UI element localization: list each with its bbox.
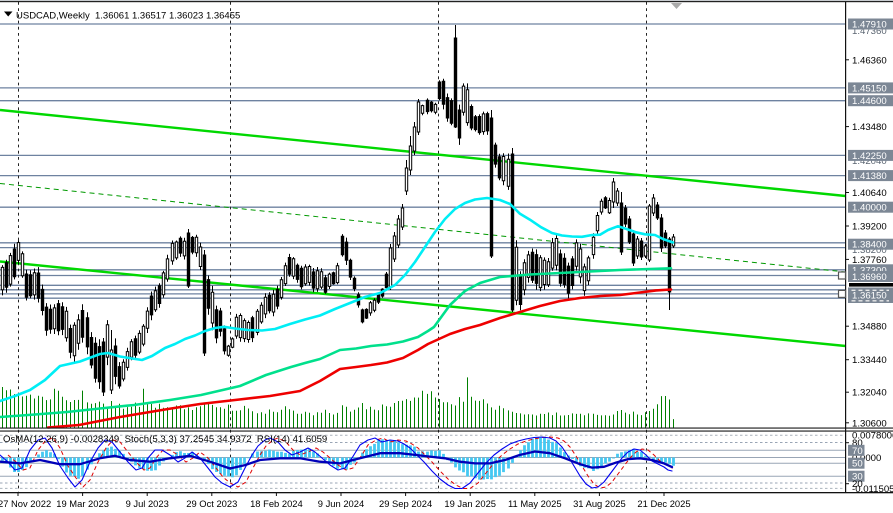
- svg-text:21 Dec 2025: 21 Dec 2025: [637, 498, 690, 509]
- svg-text:1.47910: 1.47910: [852, 20, 887, 31]
- svg-text:1.37760: 1.37760: [852, 255, 887, 266]
- svg-text:1.44600: 1.44600: [852, 96, 887, 107]
- svg-text:1.30600: 1.30600: [852, 418, 887, 429]
- svg-text:1.36960: 1.36960: [852, 272, 887, 283]
- svg-text:19 Mar 2023: 19 Mar 2023: [56, 498, 109, 509]
- svg-text:1.38200: 1.38200: [852, 245, 887, 256]
- svg-text:70: 70: [852, 446, 863, 457]
- svg-text:-0.011505: -0.011505: [852, 484, 893, 495]
- svg-text:1.43480: 1.43480: [852, 122, 887, 133]
- svg-text:11 May 2025: 11 May 2025: [508, 498, 562, 509]
- svg-text:29 Oct 2023: 29 Oct 2023: [186, 498, 237, 509]
- svg-text:1.37300: 1.37300: [852, 265, 887, 276]
- svg-text:18 Feb 2024: 18 Feb 2024: [250, 498, 303, 509]
- svg-text:1.36150: 1.36150: [852, 291, 887, 302]
- svg-text:9 Jul 2023: 9 Jul 2023: [126, 498, 169, 509]
- svg-text:27 Nov 2022: 27 Nov 2022: [0, 498, 51, 509]
- svg-text:31 Aug 2025: 31 Aug 2025: [573, 498, 626, 509]
- svg-text:19 Jan 2025: 19 Jan 2025: [444, 498, 496, 509]
- svg-text:80: 80: [852, 438, 863, 449]
- svg-text:1.33440: 1.33440: [852, 355, 887, 366]
- svg-text:1.40000: 1.40000: [852, 203, 887, 214]
- svg-text:20: 20: [852, 479, 863, 490]
- svg-text:USDCAD,Weekly 1.36061 1.36517: USDCAD,Weekly 1.36061 1.36517 1.36023 1.…: [16, 11, 240, 22]
- svg-text:0.0078006: 0.0078006: [852, 431, 893, 442]
- svg-text:1.45150: 1.45150: [852, 83, 887, 94]
- svg-text:29 Sep 2024: 29 Sep 2024: [379, 498, 432, 509]
- svg-text:50: 50: [852, 459, 863, 470]
- svg-text:1.42040: 1.42040: [852, 156, 887, 167]
- svg-text:1.46360: 1.46360: [852, 55, 887, 66]
- svg-text:30: 30: [852, 472, 863, 483]
- svg-text:1.32040: 1.32040: [852, 388, 887, 399]
- svg-text:1.38400: 1.38400: [852, 240, 887, 251]
- svg-text:1.39200: 1.39200: [852, 222, 887, 233]
- svg-text:1.41380: 1.41380: [852, 171, 887, 182]
- svg-text:OsMA(12,26,9) -0.0028349 Stoc: OsMA(12,26,9) -0.0028349 Stoch(5,3,3) 37…: [3, 434, 327, 445]
- svg-text:1.47360: 1.47360: [852, 26, 887, 37]
- svg-text:0.0000: 0.0000: [852, 453, 881, 464]
- svg-text:1.40640: 1.40640: [852, 188, 887, 199]
- svg-text:1.42250: 1.42250: [852, 151, 887, 162]
- svg-text:9 Jun 2024: 9 Jun 2024: [318, 498, 364, 509]
- svg-text:1.34880: 1.34880: [852, 322, 887, 333]
